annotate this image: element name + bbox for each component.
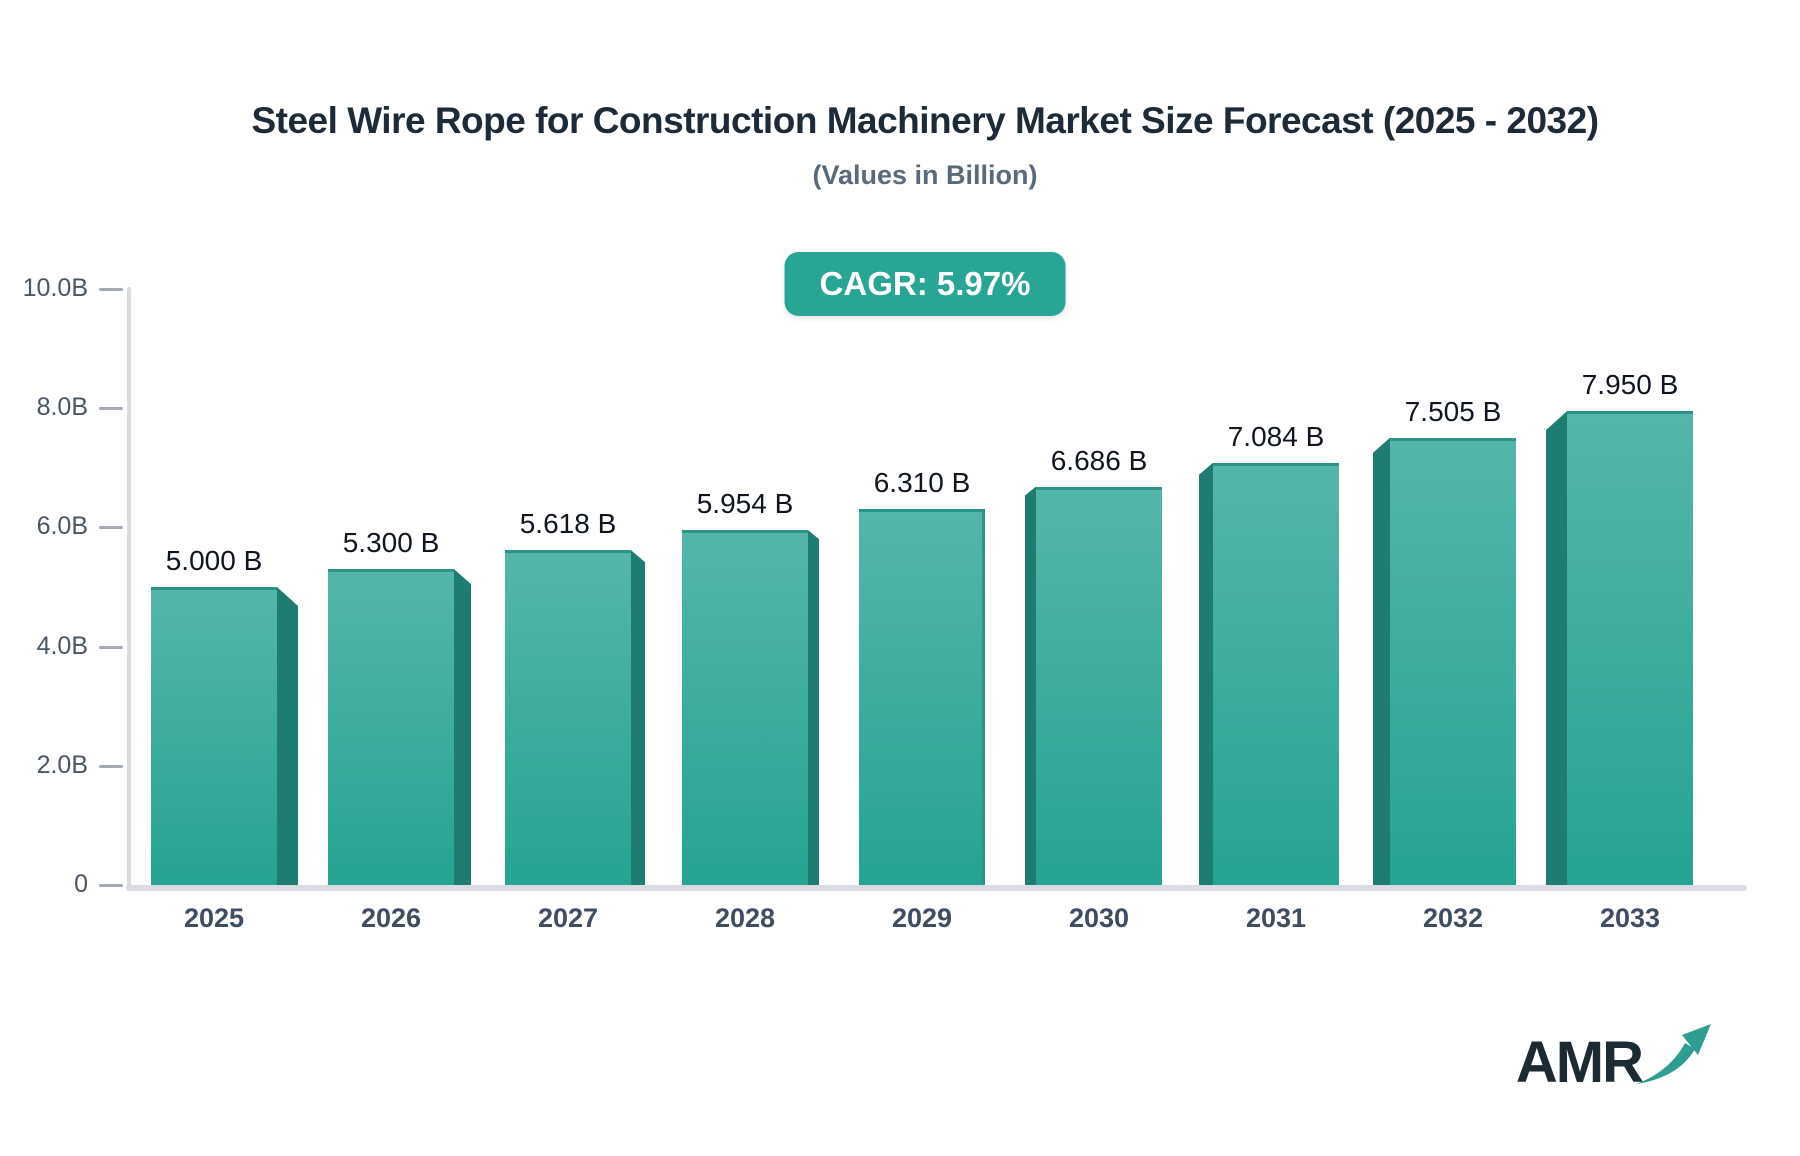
y-tick-label: 4.0B bbox=[36, 631, 88, 660]
x-category-label: 2031 bbox=[1245, 903, 1307, 933]
y-tick-label: 6.0B bbox=[36, 512, 88, 541]
y-tick-label: 2.0B bbox=[36, 750, 88, 779]
bar-side-2027 bbox=[631, 550, 645, 885]
bar-value-label: 7.505 B bbox=[1404, 395, 1502, 427]
bar-side-2030 bbox=[1025, 486, 1036, 885]
bar-side-2033 bbox=[1546, 411, 1567, 885]
bar-2028 bbox=[682, 530, 808, 885]
bar-value-label: 6.686 B bbox=[1050, 444, 1148, 476]
x-category-label: 2032 bbox=[1422, 903, 1484, 933]
x-category-label: 2030 bbox=[1068, 903, 1130, 933]
bar-side-2031 bbox=[1199, 462, 1213, 885]
y-tick-mark bbox=[99, 645, 123, 649]
growth-arrow-icon bbox=[1634, 1022, 1712, 1093]
bar-2031 bbox=[1213, 462, 1339, 885]
y-tick-mark bbox=[99, 288, 123, 291]
bar-value-label: 6.310 B bbox=[873, 466, 971, 498]
y-tick-mark bbox=[99, 526, 123, 530]
bar-2026 bbox=[328, 569, 454, 885]
chart-title: Steel Wire Rope for Construction Machine… bbox=[251, 100, 1599, 141]
y-tick-mark bbox=[99, 764, 123, 768]
cagr-badge: CAGR: 5.97% bbox=[784, 252, 1066, 316]
x-category-label: 2025 bbox=[183, 903, 245, 933]
bar-value-label: 5.618 B bbox=[519, 508, 617, 540]
bar-value-label: 7.084 B bbox=[1227, 420, 1325, 452]
y-tick-mark bbox=[99, 407, 123, 411]
x-category-label: 2026 bbox=[360, 903, 422, 933]
y-tick-label: 8.0B bbox=[36, 393, 88, 422]
bar-2027 bbox=[505, 550, 631, 885]
bar-2029 bbox=[859, 508, 985, 885]
y-axis-line bbox=[127, 287, 131, 890]
bar-side-2026 bbox=[454, 569, 471, 885]
y-tick-label: 10.0B bbox=[22, 274, 88, 302]
bar-2030 bbox=[1036, 486, 1162, 885]
x-category-label: 2027 bbox=[537, 903, 599, 933]
amr-logo-text: AMR bbox=[1515, 1029, 1644, 1095]
amr-logo: AMR bbox=[1515, 1024, 1712, 1095]
y-tick-label: 0 bbox=[74, 870, 88, 898]
bar-value-label: 5.300 B bbox=[342, 527, 440, 559]
bar-side-2025 bbox=[277, 587, 298, 885]
x-category-label: 2028 bbox=[714, 903, 776, 933]
bar-value-label: 7.950 B bbox=[1581, 369, 1679, 401]
bar-2025 bbox=[151, 587, 277, 885]
y-tick-mark bbox=[99, 884, 123, 887]
bar-value-label: 5.954 B bbox=[696, 488, 794, 520]
x-axis-line bbox=[126, 885, 1747, 891]
chart-subtitle: (Values in Billion) bbox=[812, 160, 1038, 190]
bar-value-label: 5.000 B bbox=[165, 545, 263, 576]
x-category-label: 2029 bbox=[891, 903, 953, 933]
x-category-label: 2033 bbox=[1599, 903, 1661, 933]
bar-side-2032 bbox=[1373, 437, 1390, 885]
bar-2032 bbox=[1390, 437, 1516, 885]
bar-2033 bbox=[1567, 411, 1693, 885]
bar-side-2028 bbox=[808, 530, 819, 885]
